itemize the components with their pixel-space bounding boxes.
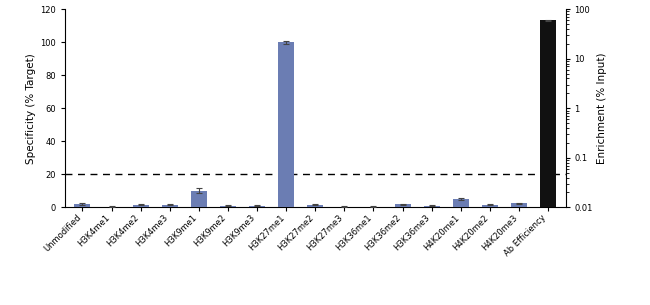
Bar (162, 205, 177, 207)
Bar (424, 206, 439, 207)
Bar (249, 206, 265, 207)
Bar (540, 20, 556, 305)
Bar (75, 204, 90, 207)
Bar (191, 191, 207, 207)
Bar (336, 206, 352, 207)
Bar (103, 206, 120, 207)
Y-axis label: Enrichment (% Input): Enrichment (% Input) (597, 52, 607, 164)
Bar (511, 203, 527, 207)
Bar (307, 205, 323, 207)
Bar (220, 206, 236, 207)
Bar (453, 199, 469, 207)
Y-axis label: Specificity (% Target): Specificity (% Target) (26, 53, 36, 164)
Bar (365, 206, 382, 207)
Bar (278, 42, 294, 207)
Bar (133, 205, 149, 207)
Bar (482, 205, 498, 207)
Bar (395, 204, 411, 207)
